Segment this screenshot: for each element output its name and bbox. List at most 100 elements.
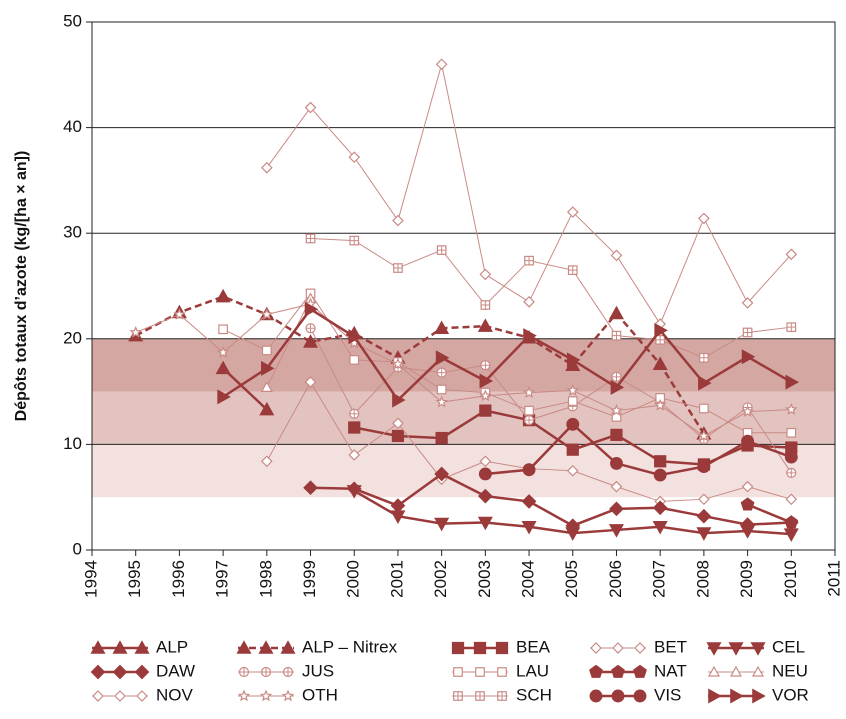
marker — [173, 307, 186, 320]
marker — [217, 389, 231, 405]
x-tick-label: 2008 — [693, 560, 712, 598]
marker — [610, 428, 623, 442]
marker — [303, 480, 318, 496]
marker — [590, 642, 602, 654]
legend-label: SCH — [516, 685, 552, 704]
marker — [697, 429, 711, 442]
marker-cross — [524, 415, 534, 425]
marker — [652, 356, 668, 370]
marker — [610, 404, 623, 416]
marker — [348, 421, 361, 434]
marker — [612, 642, 624, 654]
marker — [706, 642, 722, 656]
marker — [610, 480, 623, 493]
marker — [134, 640, 150, 654]
legend-label: LAU — [516, 661, 549, 680]
marker — [92, 690, 104, 702]
legend-item: ALP – Nitrex — [236, 637, 398, 656]
x-tick-label: 2002 — [431, 560, 450, 598]
x-tick-label: 1996 — [169, 560, 188, 598]
marker — [566, 206, 579, 218]
marker-cross — [787, 322, 796, 332]
marker — [697, 460, 711, 474]
marker — [453, 667, 463, 677]
marker — [728, 642, 744, 656]
marker — [634, 642, 646, 654]
series-line — [310, 472, 792, 528]
marker — [730, 688, 744, 704]
marker — [524, 405, 534, 416]
marker — [740, 517, 755, 533]
marker-cross — [612, 331, 621, 340]
marker — [698, 375, 712, 391]
marker — [261, 345, 272, 356]
marker — [698, 493, 710, 506]
marker — [784, 515, 799, 529]
marker — [608, 305, 624, 320]
x-tick-label: 2007 — [650, 560, 669, 598]
marker — [392, 392, 406, 408]
marker — [348, 329, 362, 345]
marker — [134, 664, 150, 680]
legend-label: OTH — [302, 685, 338, 704]
legend-item: OTH — [237, 685, 338, 704]
x-tick-label: 1995 — [125, 560, 144, 598]
x-tick-label: 2001 — [387, 560, 406, 598]
marker — [611, 664, 625, 678]
marker — [260, 161, 273, 174]
marker — [610, 249, 623, 262]
marker — [237, 689, 251, 702]
marker — [751, 665, 765, 677]
marker — [392, 214, 404, 227]
marker — [435, 58, 448, 71]
series-line — [222, 307, 792, 402]
marker — [436, 384, 447, 395]
marker — [567, 396, 578, 406]
marker — [260, 381, 273, 392]
marker — [707, 665, 721, 677]
marker — [304, 376, 317, 388]
marker — [218, 324, 228, 335]
marker — [391, 357, 405, 370]
band — [92, 391, 835, 445]
legend-label: JUS — [302, 661, 334, 680]
marker — [633, 664, 647, 678]
marker — [346, 481, 362, 497]
marker-cross — [437, 245, 446, 255]
marker — [434, 466, 449, 482]
marker — [434, 320, 450, 335]
legend-label: BET — [654, 637, 687, 656]
marker-cross — [306, 323, 315, 333]
marker — [260, 455, 273, 468]
marker — [696, 508, 712, 524]
marker — [475, 667, 485, 677]
marker — [258, 640, 274, 654]
legend-label: NOV — [156, 685, 194, 704]
marker — [136, 690, 148, 702]
x-tick-label: 2010 — [781, 560, 800, 598]
legend-label: ALP – Nitrex — [302, 637, 398, 656]
marker-cross — [239, 667, 249, 677]
marker — [435, 395, 448, 408]
legend-item: VOR — [708, 685, 809, 704]
marker — [785, 248, 798, 261]
marker — [708, 688, 722, 704]
marker — [608, 524, 624, 538]
x-tick-label: 1999 — [300, 560, 319, 598]
marker — [479, 404, 492, 417]
marker — [741, 434, 755, 448]
legend-item: BET — [590, 637, 687, 656]
marker-cross — [349, 409, 359, 419]
marker — [129, 325, 142, 338]
legend-item: JUS — [238, 661, 334, 680]
marker — [523, 328, 537, 344]
marker — [566, 352, 581, 368]
legend-item: NEU — [707, 661, 808, 680]
marker — [566, 443, 579, 456]
x-tick-label: 2009 — [737, 560, 756, 598]
marker — [303, 334, 319, 348]
marker-cross — [453, 691, 463, 701]
marker — [740, 497, 755, 511]
y-tick-label: 50 — [63, 11, 82, 30]
